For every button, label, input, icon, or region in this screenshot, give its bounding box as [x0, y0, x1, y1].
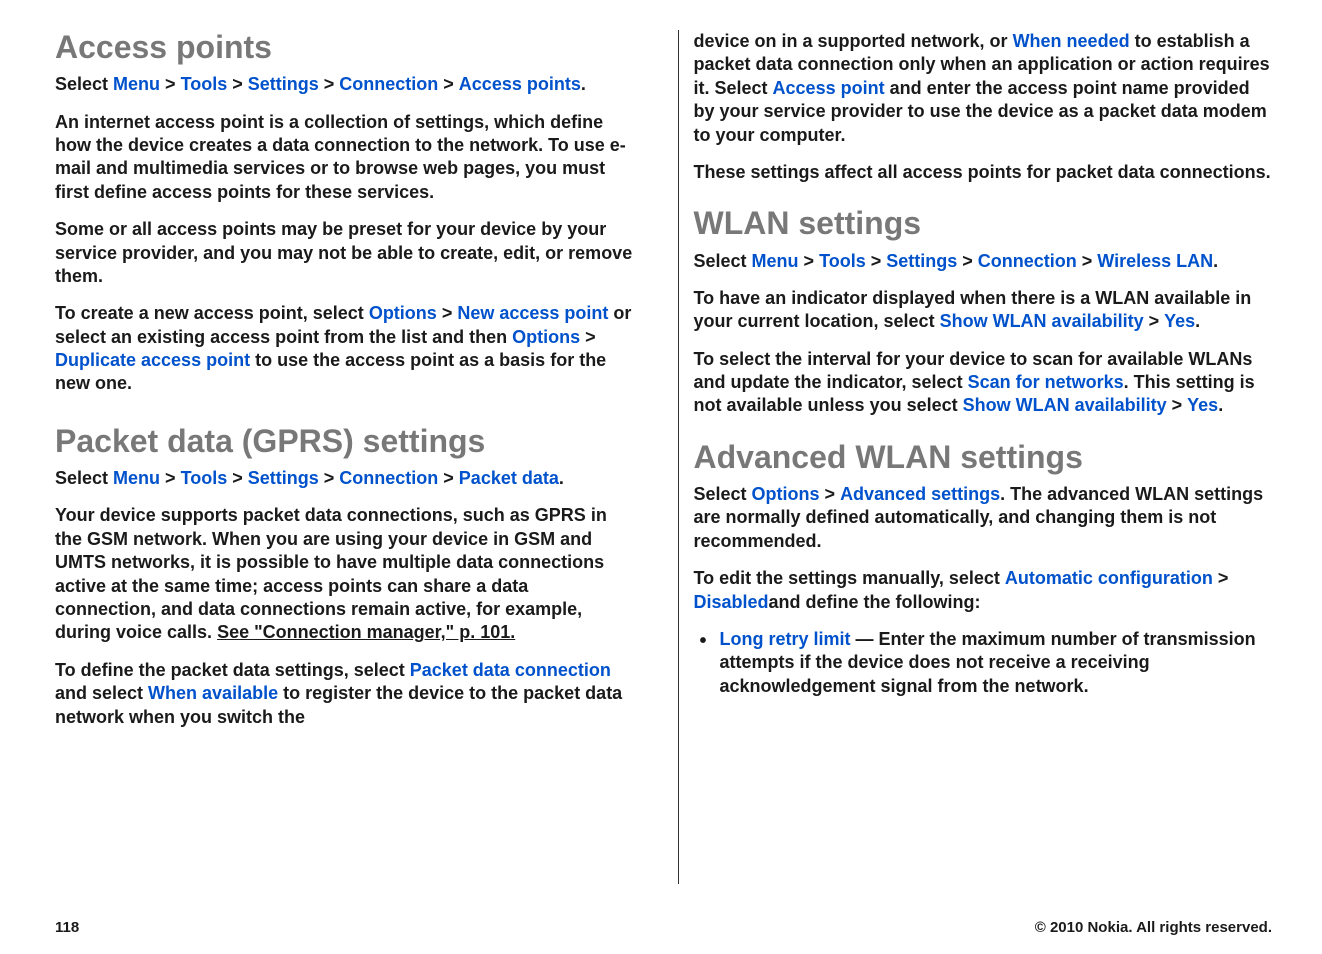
new-access-point-link[interactable]: New access point — [457, 303, 608, 323]
tools-link[interactable]: Tools — [819, 251, 866, 271]
tools-link[interactable]: Tools — [181, 468, 228, 488]
pd-desc-2: To define the packet data settings, sele… — [55, 659, 634, 729]
menu-link[interactable]: Menu — [113, 74, 160, 94]
yes-link[interactable]: Yes — [1164, 311, 1195, 331]
duplicate-access-point-link[interactable]: Duplicate access point — [55, 350, 250, 370]
heading-access-points: Access points — [55, 30, 634, 65]
right-column: device on in a supported network, or Whe… — [678, 30, 1273, 884]
heading-packet-data: Packet data (GPRS) settings — [55, 424, 634, 459]
connection-manager-ref-link[interactable]: See "Connection manager," p. 101. — [217, 622, 515, 642]
options-link-2[interactable]: Options — [512, 327, 580, 347]
wlan-breadcrumb-line: Select Menu > Tools > Settings > Connect… — [694, 250, 1273, 273]
access-points-link[interactable]: Access points — [459, 74, 581, 94]
adv-wlan-list: Long retry limit — Enter the maximum num… — [694, 628, 1273, 698]
access-point-link[interactable]: Access point — [773, 78, 885, 98]
ap-breadcrumb-line: Select Menu > Tools > Settings > Connect… — [55, 73, 634, 96]
heading-wlan-settings: WLAN settings — [694, 206, 1273, 241]
page-number: 118 — [55, 919, 79, 936]
disabled-link[interactable]: Disabled — [694, 592, 769, 612]
when-needed-link[interactable]: When needed — [1013, 31, 1130, 51]
connection-link[interactable]: Connection — [339, 468, 438, 488]
wlan-desc-2: To select the interval for your device t… — [694, 348, 1273, 418]
connection-link[interactable]: Connection — [339, 74, 438, 94]
menu-link[interactable]: Menu — [752, 251, 799, 271]
wireless-lan-link[interactable]: Wireless LAN — [1097, 251, 1213, 271]
pd-desc-cont: device on in a supported network, or Whe… — [694, 30, 1273, 147]
heading-advanced-wlan: Advanced WLAN settings — [694, 440, 1273, 475]
page-footer: 118 © 2010 Nokia. All rights reserved. — [55, 919, 1272, 936]
options-link[interactable]: Options — [369, 303, 437, 323]
menu-link[interactable]: Menu — [113, 468, 160, 488]
settings-link[interactable]: Settings — [248, 74, 319, 94]
ap-desc-3: To create a new access point, select Opt… — [55, 302, 634, 396]
ap-desc-1: An internet access point is a collection… — [55, 111, 634, 205]
when-available-link[interactable]: When available — [148, 683, 278, 703]
options-link[interactable]: Options — [752, 484, 820, 504]
packet-data-link[interactable]: Packet data — [459, 468, 559, 488]
scan-for-networks-link[interactable]: Scan for networks — [968, 372, 1124, 392]
ap-desc-2: Some or all access points may be preset … — [55, 218, 634, 288]
show-wlan-availability-link-2[interactable]: Show WLAN availability — [963, 395, 1167, 415]
wlan-desc-1: To have an indicator displayed when ther… — [694, 287, 1273, 334]
settings-link[interactable]: Settings — [248, 468, 319, 488]
packet-data-connection-link[interactable]: Packet data connection — [410, 660, 611, 680]
settings-link[interactable]: Settings — [886, 251, 957, 271]
long-retry-limit-label: Long retry limit — [720, 629, 851, 649]
yes-link-2[interactable]: Yes — [1187, 395, 1218, 415]
automatic-configuration-link[interactable]: Automatic configuration — [1005, 568, 1213, 588]
tools-link[interactable]: Tools — [181, 74, 228, 94]
list-item: Long retry limit — Enter the maximum num… — [694, 628, 1273, 698]
adv-wlan-desc-2: To edit the settings manually, select Au… — [694, 567, 1273, 614]
pd-desc-3: These settings affect all access points … — [694, 161, 1273, 184]
show-wlan-availability-link[interactable]: Show WLAN availability — [940, 311, 1144, 331]
advanced-settings-link[interactable]: Advanced settings — [840, 484, 1000, 504]
copyright-text: © 2010 Nokia. All rights reserved. — [1035, 919, 1272, 936]
adv-wlan-desc-1: Select Options > Advanced settings. The … — [694, 483, 1273, 553]
left-column: Access points Select Menu > Tools > Sett… — [55, 30, 648, 884]
connection-link[interactable]: Connection — [978, 251, 1077, 271]
pd-desc-1: Your device supports packet data connect… — [55, 504, 634, 644]
pd-breadcrumb-line: Select Menu > Tools > Settings > Connect… — [55, 467, 634, 490]
